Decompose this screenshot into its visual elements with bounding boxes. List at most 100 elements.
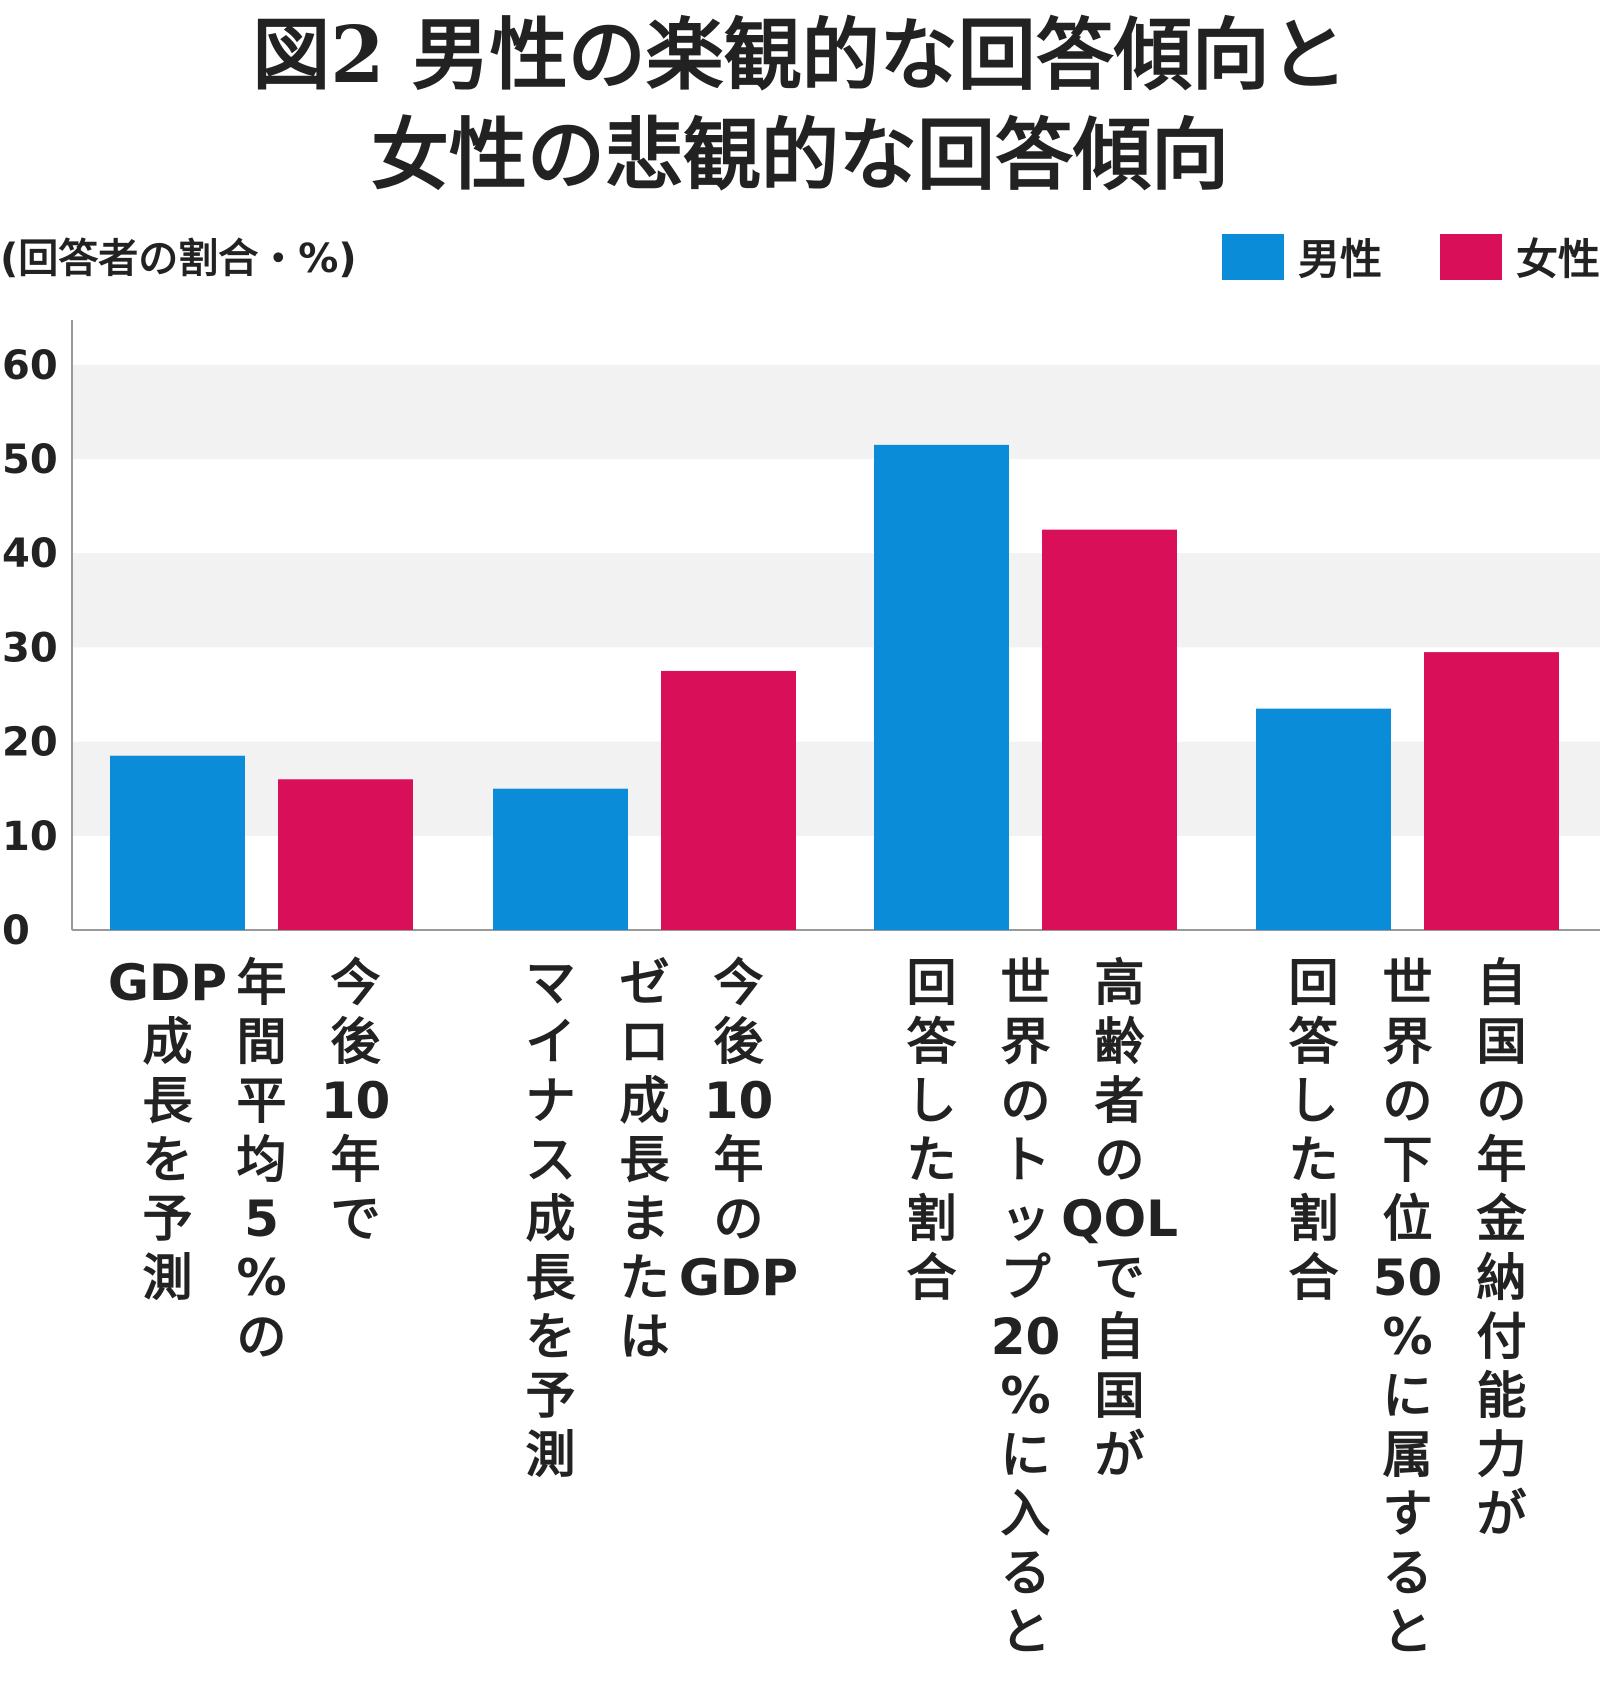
category-label-char: 入 (1001, 1485, 1051, 1543)
category-label-char: 合 (1289, 1249, 1339, 1307)
category-label-char: 高 (1095, 954, 1145, 1012)
category-label-char: 答 (1289, 1013, 1340, 1071)
legend-swatch-female (1439, 233, 1502, 280)
grid-band (72, 364, 1600, 459)
category-label-char: 界 (1001, 1013, 1051, 1071)
category-label-char: 年 (237, 954, 287, 1012)
category-label-char: た (620, 1249, 670, 1307)
category-label-char: 界 (1383, 1013, 1433, 1071)
category-label-char: 国 (1477, 1013, 1527, 1071)
category-label-char: る (1001, 1544, 1051, 1602)
category-label-char: GDP (679, 1249, 798, 1307)
category-label-char: し (907, 1072, 957, 1130)
category-label-char: ロ (620, 1013, 670, 1071)
category-label-char: 予 (526, 1367, 576, 1425)
category-label-char: プ (1001, 1249, 1051, 1307)
category-label-char: イ (526, 1013, 576, 1071)
category-label-char: 齢 (1095, 1013, 1145, 1071)
category-label-char: ま (620, 1190, 670, 1248)
category-label-char: の (1001, 1072, 1051, 1130)
category-label-char: 成 (526, 1190, 576, 1248)
category-label-char: 合 (907, 1249, 957, 1307)
legend-swatch-male (1221, 233, 1284, 280)
category-label-char: マ (526, 954, 576, 1012)
category-label-char: 測 (143, 1249, 193, 1307)
legend-item-female: 女性 (1439, 226, 1600, 287)
category-label-char: が (1477, 1485, 1527, 1543)
category-label-char: 世 (1383, 954, 1433, 1012)
category-label-char: し (1289, 1072, 1339, 1130)
y-tick-label: 20 (2, 720, 58, 766)
chart-title: 図2 男性の楽観的な回答傾向と 女性の悲観的な回答傾向 (0, 6, 1600, 206)
category-label-char: 自 (1477, 954, 1527, 1012)
y-tick-label: 40 (2, 531, 58, 577)
category-label-char: る (1383, 1544, 1433, 1602)
category-label-char: 10 (704, 1072, 774, 1130)
y-tick-label: 0 (2, 908, 30, 954)
bar-female (661, 670, 796, 930)
category-label-char: 金 (1477, 1190, 1528, 1248)
category-label-char: 年 (714, 1131, 764, 1189)
category-label-char: 付 (1477, 1308, 1527, 1366)
category-label-char: の (237, 1308, 287, 1366)
category-label-char: 成 (620, 1072, 670, 1130)
category-label-char: 10 (321, 1072, 391, 1130)
category-label-char: に (1001, 1426, 1051, 1484)
category-label-char: 今 (331, 954, 381, 1012)
category-label-char: 平 (237, 1072, 287, 1130)
category-label-char: 年 (331, 1131, 381, 1189)
category-label-char: 割 (907, 1190, 957, 1248)
category-label-char: ナ (526, 1072, 576, 1130)
legend-label-male: 男性 (1297, 235, 1382, 284)
category-label-char: 今 (714, 954, 764, 1012)
category-label-char: 答 (907, 1013, 958, 1071)
bar-male (110, 755, 245, 930)
y-tick-label: 10 (2, 814, 58, 860)
category-label-char: 回 (1289, 954, 1339, 1012)
category-label-char: で (331, 1190, 381, 1248)
category-label-char: 長 (143, 1072, 194, 1130)
category-label-char: で (1095, 1249, 1145, 1307)
category-label-char: GDP (108, 954, 227, 1012)
category-label-char: の (1095, 1131, 1145, 1189)
category-label-char: ッ (1001, 1190, 1051, 1248)
category-label-char: 世 (1001, 954, 1051, 1012)
category-label-char: 成 (143, 1013, 193, 1071)
y-tick-label: 30 (2, 625, 58, 671)
category-label-char: 年 (1477, 1131, 1527, 1189)
category-label-char: 後 (714, 1013, 765, 1071)
category-label-char: た (1289, 1131, 1339, 1189)
category-label-char: を (526, 1308, 576, 1366)
legend: 男性 女性 (1221, 226, 1600, 287)
category-label-char: 予 (143, 1190, 193, 1248)
chart-title-line-1: 図2 男性の楽観的な回答傾向と (252, 10, 1348, 101)
grid-band (72, 553, 1600, 648)
category-label-char: す (1383, 1485, 1433, 1543)
legend-item-male: 男性 (1221, 226, 1382, 287)
category-label-char: 長 (620, 1131, 671, 1189)
category-label-char: 後 (331, 1013, 382, 1071)
category-label-char: と (1001, 1603, 1051, 1661)
category-label-char: の (1477, 1072, 1527, 1130)
category-label-char: の (714, 1190, 764, 1248)
bar-male (1256, 708, 1391, 930)
category-label-char: % (236, 1249, 286, 1307)
bar-male (493, 788, 628, 930)
category-label-char: の (1383, 1072, 1433, 1130)
category-label-char: 回 (907, 954, 957, 1012)
category-label-char: QOL (1061, 1190, 1178, 1248)
y-tick-label: 50 (2, 437, 58, 483)
category-label-char: 下 (1383, 1131, 1433, 1189)
category-label-char: 間 (237, 1013, 287, 1071)
category-label-char: 者 (1095, 1072, 1145, 1130)
category-label-char: 属 (1383, 1426, 1433, 1484)
chart-title-line-2: 女性の悲観的な回答傾向 (370, 110, 1229, 201)
bar-female (278, 779, 413, 930)
category-label-char: 自 (1095, 1308, 1145, 1366)
category-label-char: 国 (1095, 1367, 1145, 1425)
category-label-char: に (1383, 1367, 1433, 1425)
bar-female (1424, 652, 1559, 930)
category-label-char: 力 (1477, 1426, 1527, 1484)
category-label-char: 20 (991, 1308, 1061, 1366)
